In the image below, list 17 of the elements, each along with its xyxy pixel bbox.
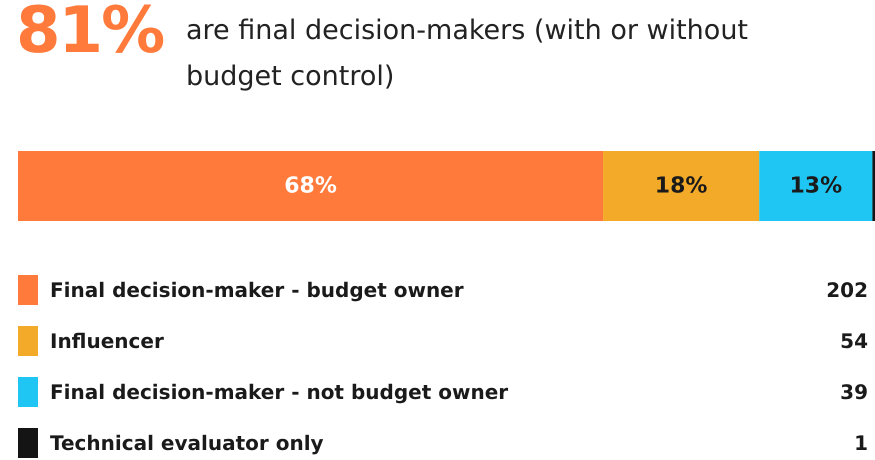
legend-label: Final decision-maker - budget owner (50, 278, 465, 302)
bar (872, 151, 875, 221)
chart-title: 81% (16, 0, 164, 68)
chart-subtitle: are final decision-makers (with or without budget control) (186, 14, 750, 94)
legend-label: Technical evaluator only (50, 430, 325, 454)
data-label: 18% (654, 174, 708, 198)
legend-label: Influencer (50, 328, 165, 352)
text: 39 (840, 380, 868, 404)
text: 1 (854, 430, 868, 454)
bar (18, 151, 604, 221)
bar (759, 151, 872, 221)
data-label: 13% (789, 174, 842, 198)
text: 54 (840, 328, 868, 352)
text: 202 (826, 278, 868, 302)
legend-label: Final decision-maker - not budget owner (50, 380, 510, 404)
bar (603, 151, 760, 221)
data-label: 68% (284, 174, 337, 198)
